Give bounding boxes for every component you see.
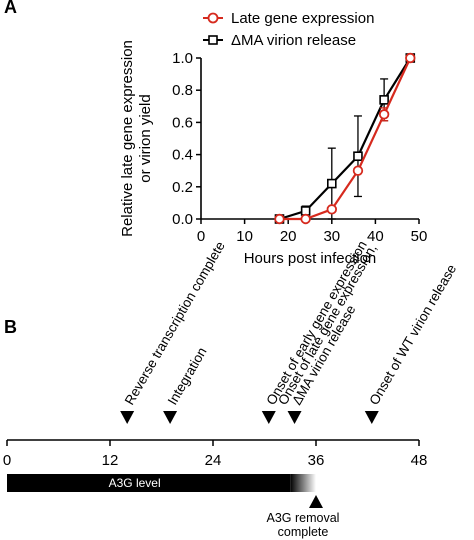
y-tick-label: 0.4 [172, 147, 193, 164]
timeline-tick-label: 36 [308, 452, 325, 469]
event-marker-triangle [261, 411, 276, 424]
removal-label: complete [278, 525, 329, 539]
data-point-circle [326, 204, 338, 215]
data-point-circle [352, 165, 364, 176]
x-tick-label: 20 [280, 228, 297, 245]
series-line [279, 57, 412, 221]
series-line [279, 57, 412, 221]
data-point-square [353, 151, 363, 162]
panel-b-letter: B [4, 317, 17, 337]
timeline-tick-label: 48 [411, 452, 428, 469]
event-marker-triangle [364, 411, 379, 424]
line-chart: 0 10 20 30 40 50 0.0 0.2 0.4 0.6 0.8 1.0 Hours post … [119, 10, 427, 267]
removal-marker-triangle [309, 495, 323, 508]
x-axis-title: Hours post infection [244, 250, 377, 267]
data-point-square [300, 206, 311, 216]
a3g-bar-fade [290, 474, 316, 492]
event-label: Integration [165, 345, 210, 408]
data-point-circle [274, 213, 285, 225]
panel-a-letter: A [4, 0, 17, 17]
legend-marker-square [208, 35, 218, 45]
y-tick-label: 0.8 [172, 82, 193, 99]
data-point-square [379, 95, 389, 105]
y-tick-label: 0.2 [172, 179, 193, 196]
data-point-circle [300, 213, 311, 225]
event-marker-triangle [287, 411, 302, 424]
event-label: Onset of WT virion release [366, 262, 459, 408]
data-point-circle [378, 109, 390, 120]
data-point-square [326, 178, 337, 189]
legend-label: ΔMA virion release [231, 32, 356, 49]
legend-label: Late gene expression [231, 10, 374, 27]
event-marker-triangle [120, 411, 135, 424]
x-tick-label: 50 [411, 228, 428, 245]
removal-label: A3G removal [267, 511, 340, 525]
event-marker-triangle [163, 411, 178, 424]
x-tick-label: 40 [367, 228, 384, 245]
x-tick-label: 30 [323, 228, 340, 245]
legend-marker-circle [207, 12, 219, 24]
y-axis-title-line2: or virion yield [137, 94, 154, 182]
y-axis-title-line1: Relative late gene expression [119, 40, 136, 237]
a3g-bar-solid [7, 474, 291, 492]
y-tick-label: 0.6 [172, 114, 193, 131]
timeline-tick-label: 12 [102, 452, 119, 469]
timeline-tick-label: 0 [3, 452, 11, 469]
a3g-bar-label: A3G level [109, 476, 161, 490]
x-tick-label: 10 [236, 228, 253, 245]
data-point-circle [405, 52, 416, 64]
x-tick-label: 0 [197, 228, 205, 245]
y-tick-label: 0.0 [172, 211, 193, 228]
timeline-tick-label: 24 [205, 452, 222, 469]
y-tick-label: 1.0 [172, 50, 193, 67]
